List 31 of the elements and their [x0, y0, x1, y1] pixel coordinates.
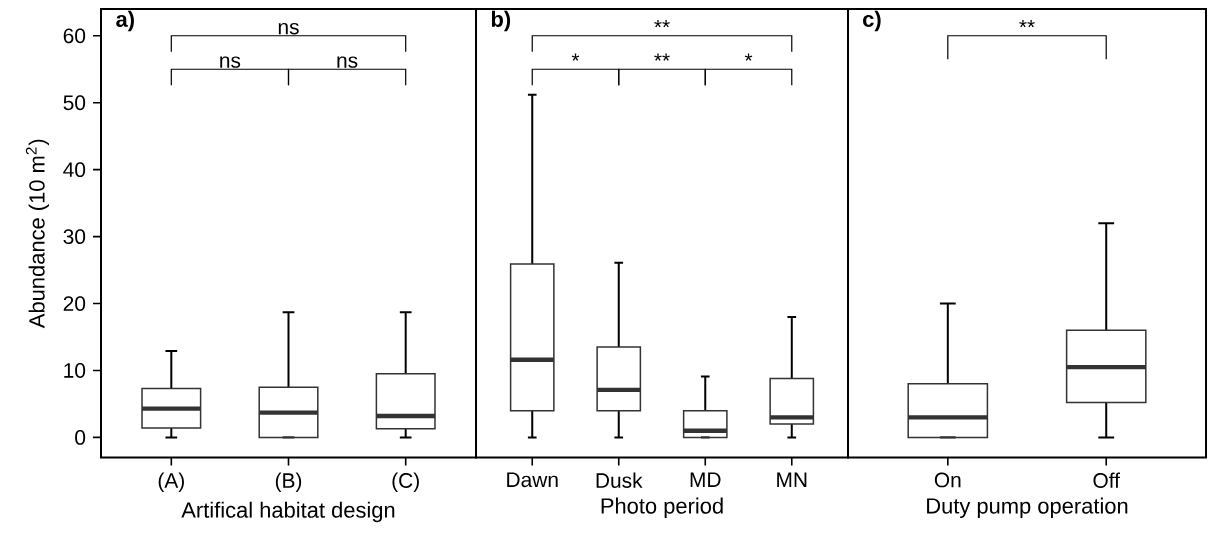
y-tick-label: 60 [63, 28, 86, 44]
annotation: * [744, 53, 753, 61]
x-tick-label: Off [1093, 472, 1121, 488]
x-axis-title: Artifical habitat design [181, 501, 395, 523]
x-tick-label: (A) [158, 472, 184, 493]
y-axis-title: Abundance (10 m$^{2}$) [25, 139, 49, 329]
x-tick-label: (B) [275, 472, 302, 493]
x-tick-label: MD [690, 472, 721, 487]
x-axis-title: Photo period [601, 497, 723, 518]
annotation: * [571, 53, 580, 61]
annotation: ** [654, 20, 670, 28]
chart-title: c) [863, 10, 881, 32]
chart-title: a) [116, 10, 134, 32]
x-axis-title: Duty pump operation [927, 497, 1128, 518]
chart-title: b) [491, 10, 511, 32]
annotation: ns [337, 56, 358, 68]
y-tick-label: 10 [64, 363, 86, 378]
annotation: ns [220, 56, 241, 68]
y-tick-label: 30 [63, 229, 86, 245]
x-tick-label: MN [777, 472, 807, 487]
x-tick-label: (C) [392, 472, 419, 493]
x-tick-label: On [934, 472, 961, 488]
y-tick-label: 40 [63, 162, 86, 178]
annotation: ** [1019, 20, 1035, 28]
y-tick-label: 0 [75, 430, 86, 445]
annotation: ** [654, 53, 670, 61]
y-tick-label: 20 [63, 296, 86, 311]
x-tick-label: Dawn [507, 472, 558, 488]
annotation: ns [278, 22, 299, 35]
x-tick-label: Dusk [596, 472, 643, 488]
y-tick-label: 50 [63, 95, 86, 111]
